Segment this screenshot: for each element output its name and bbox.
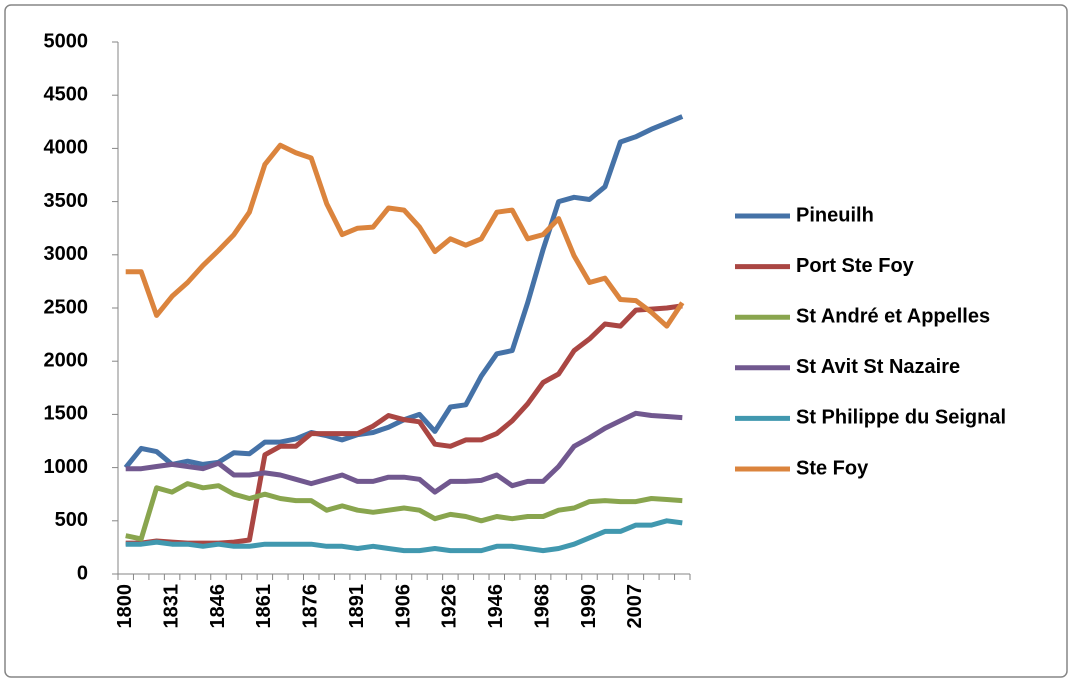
legend-label: Ste Foy — [796, 457, 869, 479]
chart-frame — [4, 4, 1068, 678]
legend-label: St Avit St Nazaire — [796, 356, 960, 378]
y-tick-label: 4000 — [44, 137, 89, 159]
y-tick-label: 0 — [77, 562, 88, 584]
x-tick-label: 1861 — [253, 584, 275, 629]
x-tick-label: 1891 — [346, 584, 368, 629]
x-tick-label: 1968 — [531, 584, 553, 629]
series-line — [125, 142, 685, 329]
y-tick-label: 1500 — [44, 403, 89, 425]
legend-label: St André et Appelles — [796, 305, 990, 327]
x-tick-label: 1831 — [160, 584, 182, 629]
x-tick-label: 1906 — [392, 584, 414, 629]
series-line — [125, 410, 683, 495]
x-tick-label: 1846 — [207, 584, 229, 629]
legend-label: St Philippe du Seignal — [796, 407, 1006, 429]
legend-label: Port Ste Foy — [796, 255, 915, 277]
y-tick-label: 500 — [55, 509, 88, 531]
x-tick-label: 1800 — [114, 584, 136, 629]
y-tick-label: 3000 — [44, 243, 89, 265]
y-tick-label: 3500 — [44, 190, 89, 212]
x-tick-label: 2007 — [624, 584, 646, 629]
y-tick-label: 1000 — [44, 456, 89, 478]
x-tick-label: 1990 — [578, 584, 600, 629]
x-tick-label: 1876 — [300, 584, 322, 629]
legend-label: Pineuilh — [796, 204, 874, 226]
y-tick-label: 2000 — [44, 349, 89, 371]
x-tick-label: 1946 — [485, 584, 507, 629]
y-tick-label: 2500 — [44, 296, 89, 318]
y-tick-label: 5000 — [44, 30, 89, 52]
series-line — [125, 518, 683, 554]
series-line — [125, 481, 683, 542]
x-tick-label: 1926 — [439, 584, 461, 629]
y-tick-label: 4500 — [44, 83, 89, 105]
